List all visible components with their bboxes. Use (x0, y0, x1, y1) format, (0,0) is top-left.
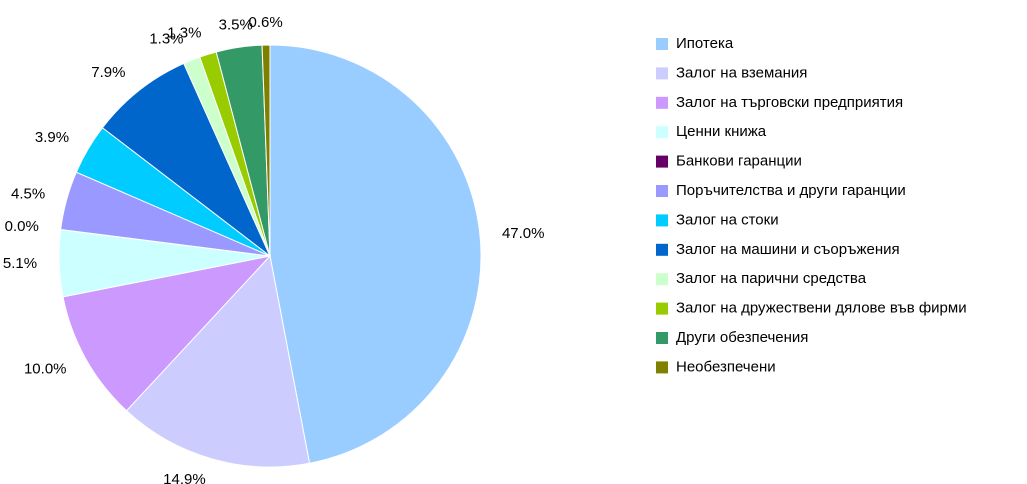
data-label: 1.3% (149, 31, 183, 48)
legend-label: Ипотека (676, 35, 734, 52)
legend-label: Залог на стоки (676, 211, 779, 228)
data-label: 14.9% (163, 471, 206, 484)
data-label: 10.0% (24, 360, 67, 377)
data-label: 3.9% (35, 129, 69, 146)
legend-swatch (656, 96, 668, 109)
legend-label: Залог на търговски предприятия (676, 94, 903, 111)
legend-label: Залог на вземания (676, 64, 807, 81)
legend-swatch (656, 273, 668, 286)
data-label: 0.0% (5, 218, 39, 235)
pie-slice (269, 44, 482, 464)
legend-swatch (656, 155, 668, 168)
pie-slice (125, 254, 311, 468)
legend-swatch (656, 243, 668, 256)
data-label: 0.6% (249, 14, 283, 31)
legend-swatch (656, 185, 668, 197)
pie-slice (261, 44, 271, 257)
legend-label: Поръчителства и други гаранции (676, 182, 906, 199)
legend-swatch (656, 67, 668, 80)
data-label: 3.5% (219, 17, 253, 34)
legend-swatch (656, 361, 668, 374)
legend-label: Ценни книжа (676, 123, 767, 140)
data-label: 7.9% (91, 64, 125, 81)
legend-swatch (656, 302, 668, 315)
legend-label: Необезпечени (676, 358, 776, 375)
data-label: 1.3% (167, 24, 201, 41)
data-label: 4.5% (11, 185, 45, 202)
pie-slice (62, 255, 272, 412)
legend-label: Банкови гаранции (676, 153, 802, 170)
pie-slice (101, 62, 271, 257)
legend-swatch (656, 38, 668, 50)
legend-label: Залог на парични средства (676, 270, 867, 287)
legend-swatch (656, 214, 668, 227)
data-label: 5.1% (3, 255, 37, 272)
legend-label: Залог на дружествени дялове във фирми (676, 300, 967, 317)
legend-label: Други обезпечения (676, 329, 808, 346)
data-label: 47.0% (502, 225, 545, 242)
legend-swatch (656, 126, 668, 139)
legend-swatch (656, 332, 668, 344)
legend-label: Залог на машини и съоръжения (676, 241, 900, 258)
